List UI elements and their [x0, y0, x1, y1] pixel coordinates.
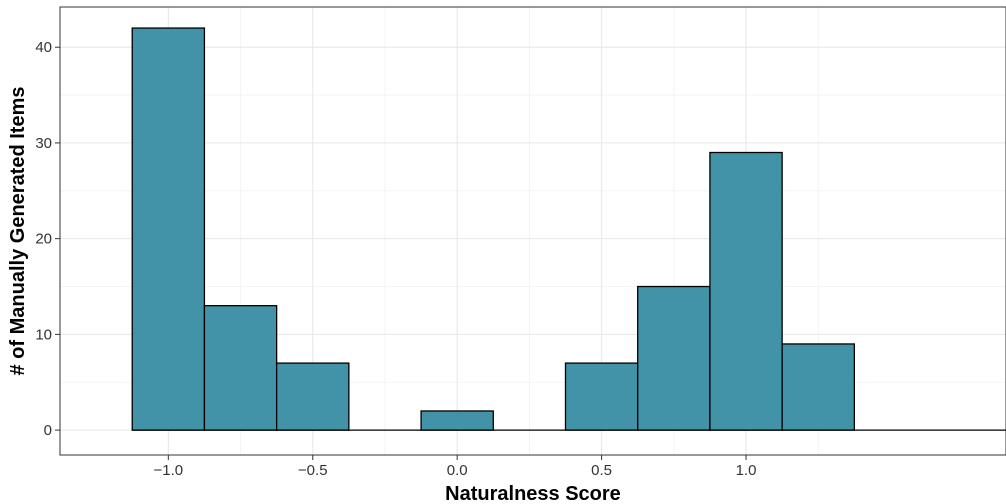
histogram-bar — [275, 362, 350, 431]
y-axis-ticks: 0 10 20 30 40 — [35, 39, 60, 439]
x-tick-label: −0.5 — [298, 462, 328, 479]
histogram-bar — [203, 305, 278, 431]
histogram-bar — [420, 410, 494, 431]
histogram-bar — [709, 151, 783, 431]
y-tick-label: 30 — [35, 135, 52, 152]
y-tick-label: 10 — [35, 326, 52, 343]
histogram-bar — [131, 27, 206, 431]
plot-border — [59, 6, 1006, 456]
x-tick-label: 1.0 — [736, 462, 757, 479]
histogram-bar — [564, 362, 639, 431]
bars — [131, 27, 856, 431]
x-tick-label: −1.0 — [154, 462, 184, 479]
x-tick-label: 0.5 — [591, 462, 612, 479]
y-tick-label: 40 — [35, 39, 52, 56]
y-tick-label: 20 — [35, 231, 52, 248]
histogram-bar — [781, 343, 856, 431]
histogram-bar — [637, 285, 711, 431]
y-tick-label: 0 — [44, 422, 52, 439]
x-axis-title: Naturalness Score — [445, 483, 621, 504]
y-axis-title: # of Manually Generated Items — [7, 87, 29, 376]
x-axis-ticks: −1.0 −0.5 0.0 0.5 1.0 — [154, 455, 757, 479]
x-tick-label: 0.0 — [447, 462, 468, 479]
